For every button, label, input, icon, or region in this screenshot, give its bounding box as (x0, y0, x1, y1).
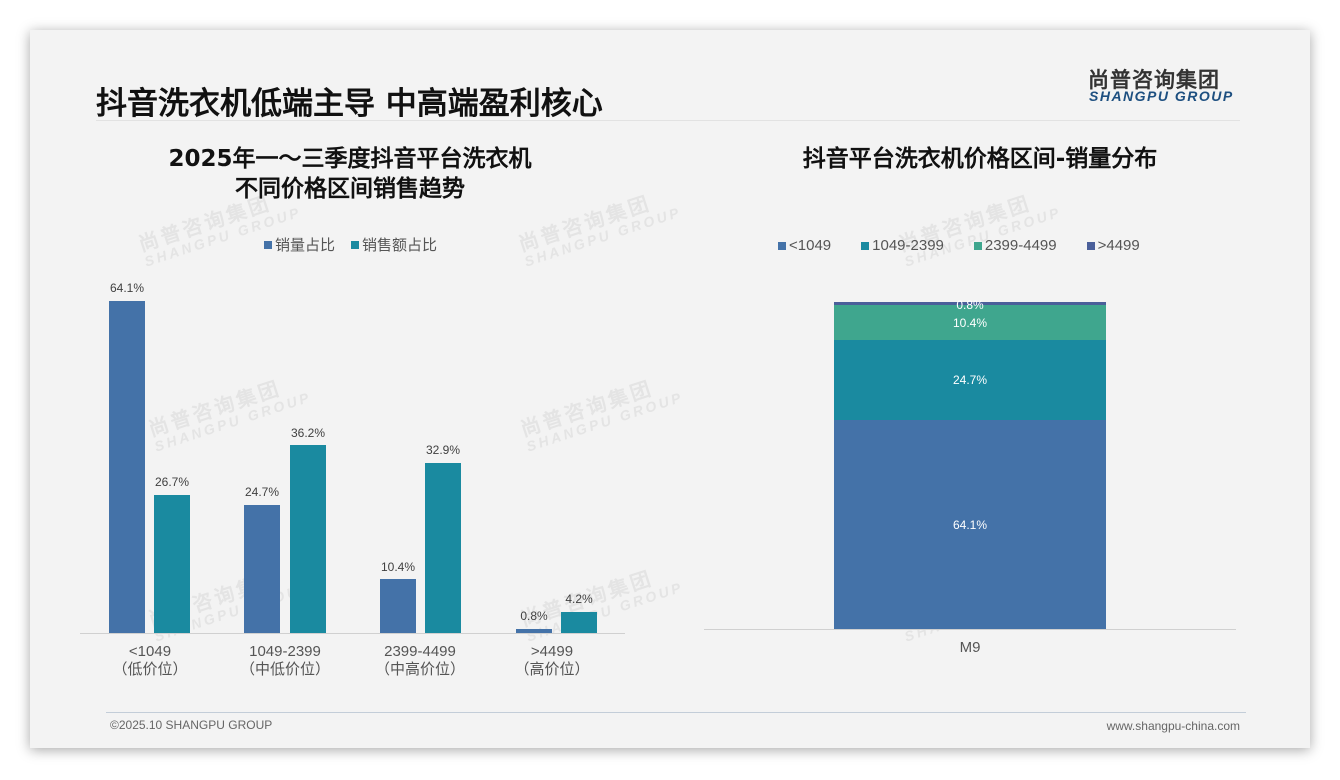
segment-1049-2399 (834, 340, 1106, 420)
segment-label: 24.7% (952, 373, 988, 387)
category-label: >4499 （高价位） (514, 643, 590, 678)
bar-volume-2399-4499 (380, 579, 416, 633)
legend-swatch (861, 241, 870, 250)
logo-text-en: SHANGPU GROUP (1089, 88, 1234, 104)
legend-swatch (973, 241, 982, 250)
value-label: 4.2% (565, 592, 593, 606)
category-label: 1049-2399 （中低价位） (239, 643, 330, 678)
segment-gt4499 (834, 302, 1106, 305)
category-label: 2399-4499 （中高价位） (374, 643, 465, 678)
left-chart-x-axis (80, 633, 625, 634)
legend-item-1049-2399: 1049-2399 (861, 237, 944, 254)
legend-swatch (1086, 241, 1095, 250)
legend-swatch (351, 240, 360, 249)
segment-2399-4499 (834, 305, 1106, 340)
footer-website: www.shangpu-china.com (1106, 719, 1240, 733)
value-label: 26.7% (154, 475, 190, 489)
left-chart-legend: 销量占比 销售额占比 (264, 234, 437, 255)
bar-revenue-gt4499 (561, 612, 597, 633)
bar-volume-gt4499 (516, 629, 552, 633)
legend-item-gt4499: >4499 (1086, 237, 1140, 254)
value-label: 24.7% (244, 485, 280, 499)
value-label: 32.9% (425, 443, 461, 457)
title-divider (96, 120, 1240, 121)
legend-swatch (778, 241, 786, 250)
segment-label: 0.8% (956, 298, 984, 312)
bar-volume-lt1049 (109, 301, 145, 633)
segment-label: 10.4% (952, 316, 988, 330)
page-title: 抖音洗衣机低端主导 中高端盈利核心 (96, 86, 603, 122)
legend-item-lt1049: <1049 (778, 237, 831, 254)
value-label: 0.8% (520, 609, 548, 623)
bar-revenue-1049-2399 (290, 445, 326, 633)
bar-revenue-lt1049 (154, 495, 190, 633)
value-label: 10.4% (380, 560, 416, 574)
category-label: <1049 （低价位） (112, 643, 188, 678)
value-label: 36.2% (290, 426, 326, 440)
legend-item-revenue: 销售额占比 (351, 234, 437, 255)
segment-lt1049 (834, 420, 1106, 629)
legend-swatch (264, 240, 272, 249)
logo-text-cn: 尚普咨询集团 (1088, 68, 1220, 92)
value-label: 64.1% (109, 281, 145, 295)
legend-item-volume: 销量占比 (264, 234, 335, 255)
bar-volume-1049-2399 (244, 505, 280, 633)
bar-revenue-2399-4499 (425, 463, 461, 633)
slide: 尚普咨询集团 SHANGPU GROUP 尚普咨询集团 SHANGPU GROUP … (30, 30, 1310, 748)
right-chart-title: 抖音平台洗衣机价格区间-销量分布 (802, 146, 1158, 172)
right-chart-x-axis (704, 629, 1236, 630)
footer-divider (106, 712, 1246, 713)
legend-item-2399-4499: 2399-4499 (973, 237, 1057, 254)
right-chart-legend: <1049 1049-2399 2399-4499 >4499 (778, 237, 1140, 254)
left-chart-title: 2025年一～三季度抖音平台洗衣机 不同价格区间销售趋势 (168, 146, 532, 202)
segment-label: 64.1% (952, 518, 988, 532)
category-label-m9: M9 (959, 639, 981, 656)
footer-copyright: ©2025.10 SHANGPU GROUP (110, 718, 273, 732)
